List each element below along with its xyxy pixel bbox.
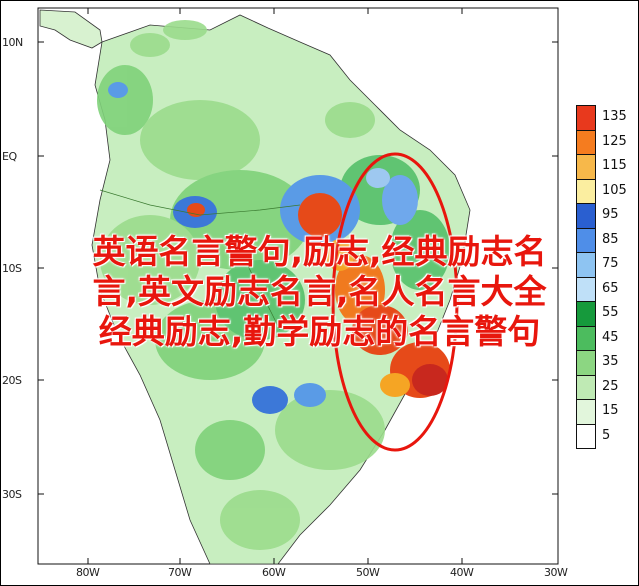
highlight-ellipse [331,152,459,452]
lat-label-30s: 30S [2,488,22,501]
legend-swatch [576,105,596,131]
legend-label: 105 [602,182,627,198]
legend-swatch [576,154,596,180]
legend-label: 65 [602,280,619,296]
lon-label-50w: 50W [356,566,380,579]
legend-swatch [576,129,596,155]
legend-label: 55 [602,305,619,320]
lat-label-20s: 20S [2,374,22,387]
lon-label-70w: 70W [168,566,192,579]
legend-swatch [576,374,596,400]
legend-swatch [576,301,596,327]
legend-label: 25 [602,378,619,394]
lat-label-10n: 10N [2,36,23,49]
legend-label: 85 [602,231,619,247]
legend-swatch [576,203,596,229]
legend-swatch [576,350,596,376]
rainfall-red-areas [187,193,450,398]
lat-label-10s: 10S [2,262,22,275]
legend-label: 45 [602,329,619,345]
legend-label: 135 [602,109,627,124]
legend-label: 125 [602,133,627,149]
lon-label-40w: 40W [450,566,474,579]
legend-label: 5 [602,427,611,443]
legend-swatch [576,178,596,204]
lon-label-60w: 60W [262,566,286,579]
legend-label: 75 [602,256,619,271]
legend-label: 95 [602,207,619,222]
legend-label: 35 [602,354,619,369]
lon-label-80w: 80W [76,566,100,579]
axis-ticks [38,8,558,564]
central-america-land [39,9,103,49]
legend-swatch [576,399,596,425]
legend-swatch [576,276,596,302]
lon-label-30w: 30W [544,566,568,579]
legend-swatch [576,423,596,449]
legend-swatch [576,227,596,253]
river-lines [99,189,301,331]
legend-swatch [576,325,596,351]
legend-swatch [576,252,596,278]
lat-label-eq: EQ [2,150,17,163]
legend-label: 115 [602,158,627,173]
legend-label: 15 [602,403,619,418]
